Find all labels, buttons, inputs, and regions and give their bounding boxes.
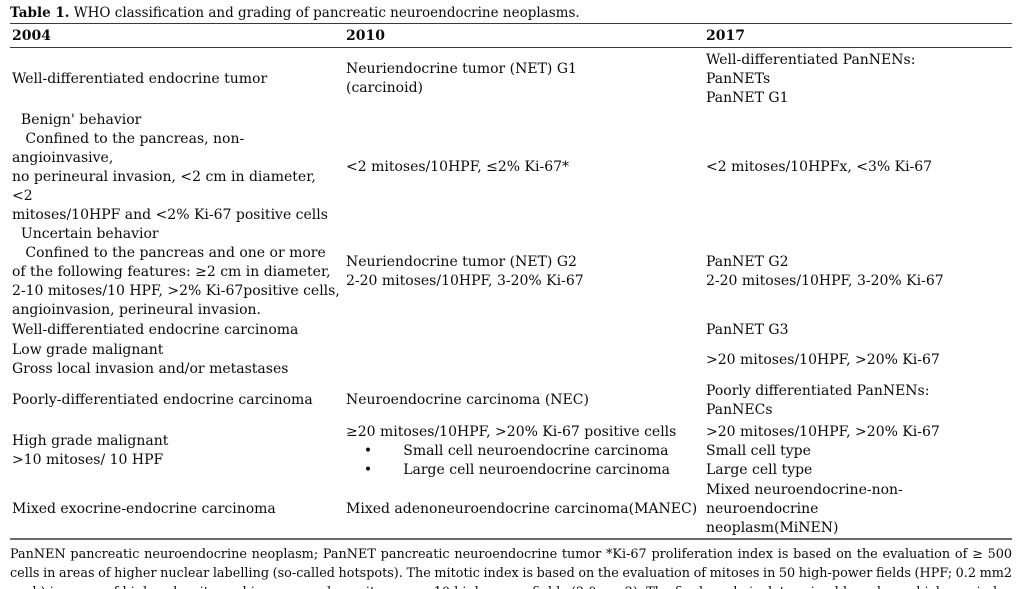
cell-2017: >20 mitoses/10HPF, >20% Ki-67 Small cell… <box>706 423 940 478</box>
who-classification-table: 2004 2010 2017 Well-differentiated endoc… <box>10 23 1012 540</box>
table-row: Poorly-differentiated endocrine carcinom… <box>10 380 1012 422</box>
table-row: Mixed exocrine-endocrine carcinoma Mixed… <box>10 481 1012 539</box>
cell-2010: Neuroendocrine carcinoma (NEC) <box>346 392 589 408</box>
table-caption: Table 1. WHO classification and grading … <box>10 5 1012 23</box>
table-label: Table 1. <box>10 5 70 21</box>
column-header-2004: 2004 <box>10 23 344 48</box>
table-row: Benign' behavior Confined to the pancrea… <box>10 111 1012 225</box>
cell-2010 <box>344 320 704 341</box>
cell-2017: Poorly differentiated PanNENs: PanNECs <box>706 382 930 418</box>
cell-2017: Mixed neuroendocrine-non-neuroendocrine … <box>706 481 903 536</box>
cell-2017: PanNET G3 <box>706 321 789 338</box>
table-footnote: PanNEN pancreatic neuroendocrine neoplas… <box>10 546 1012 589</box>
column-header-2017: 2017 <box>704 23 1012 48</box>
table-row: Uncertain behavior Confined to the pancr… <box>10 225 1012 320</box>
cell-2017: PanNET G2 2-20 mitoses/10HPF, 3-20% Ki-6… <box>706 254 944 289</box>
cell-2010: ≥20 mitoses/10HPF, >20% Ki-67 positive c… <box>346 423 677 478</box>
cell-2004: Poorly-differentiated endocrine carcinom… <box>12 392 313 408</box>
cell-2010: Neuriendocrine tumor (NET) G2 2-20 mitos… <box>346 254 584 289</box>
table-caption-text: WHO classification and grading of pancre… <box>69 5 580 21</box>
table-row: Well-differentiated endocrine carcinoma … <box>10 320 1012 341</box>
cell-2017: <2 mitoses/10HPFx, <3% Ki-67 <box>706 159 933 175</box>
column-header-2010: 2010 <box>344 23 704 48</box>
header-row: 2004 2010 2017 <box>10 23 1012 48</box>
cell-2004: Low grade malignant Gross local invasion… <box>12 342 289 377</box>
cell-2004: Mixed exocrine-endocrine carcinoma <box>12 500 276 517</box>
cell-2004: Benign' behavior Confined to the pancrea… <box>12 111 328 223</box>
cell-2010: Mixed adenoneuroendocrine carcinoma(MANE… <box>346 500 698 517</box>
cell-2004: High grade malignant >10 mitoses/ 10 HPF <box>12 433 169 468</box>
cell-2004: Well-differentiated endocrine tumor <box>12 70 268 87</box>
cell-2017: Well-differentiated PanNENs: PanNETs Pan… <box>706 51 916 106</box>
cell-2010: <2 mitoses/10HPF, ≤2% Ki-67* <box>346 159 570 175</box>
cell-2004: Uncertain behavior Confined to the pancr… <box>12 225 340 318</box>
table-row: High grade malignant >10 mitoses/ 10 HPF… <box>10 422 1012 481</box>
cell-2010 <box>344 341 704 380</box>
cell-2004: Well-differentiated endocrine carcinoma <box>12 321 299 338</box>
table-row: Low grade malignant Gross local invasion… <box>10 341 1012 380</box>
cell-2010: Neuriendocrine tumor (NET) G1 (carcinoid… <box>346 61 577 97</box>
cell-2017: >20 mitoses/10HPF, >20% Ki-67 <box>706 351 940 368</box>
table-row: Well-differentiated endocrine tumor Neur… <box>10 48 1012 111</box>
